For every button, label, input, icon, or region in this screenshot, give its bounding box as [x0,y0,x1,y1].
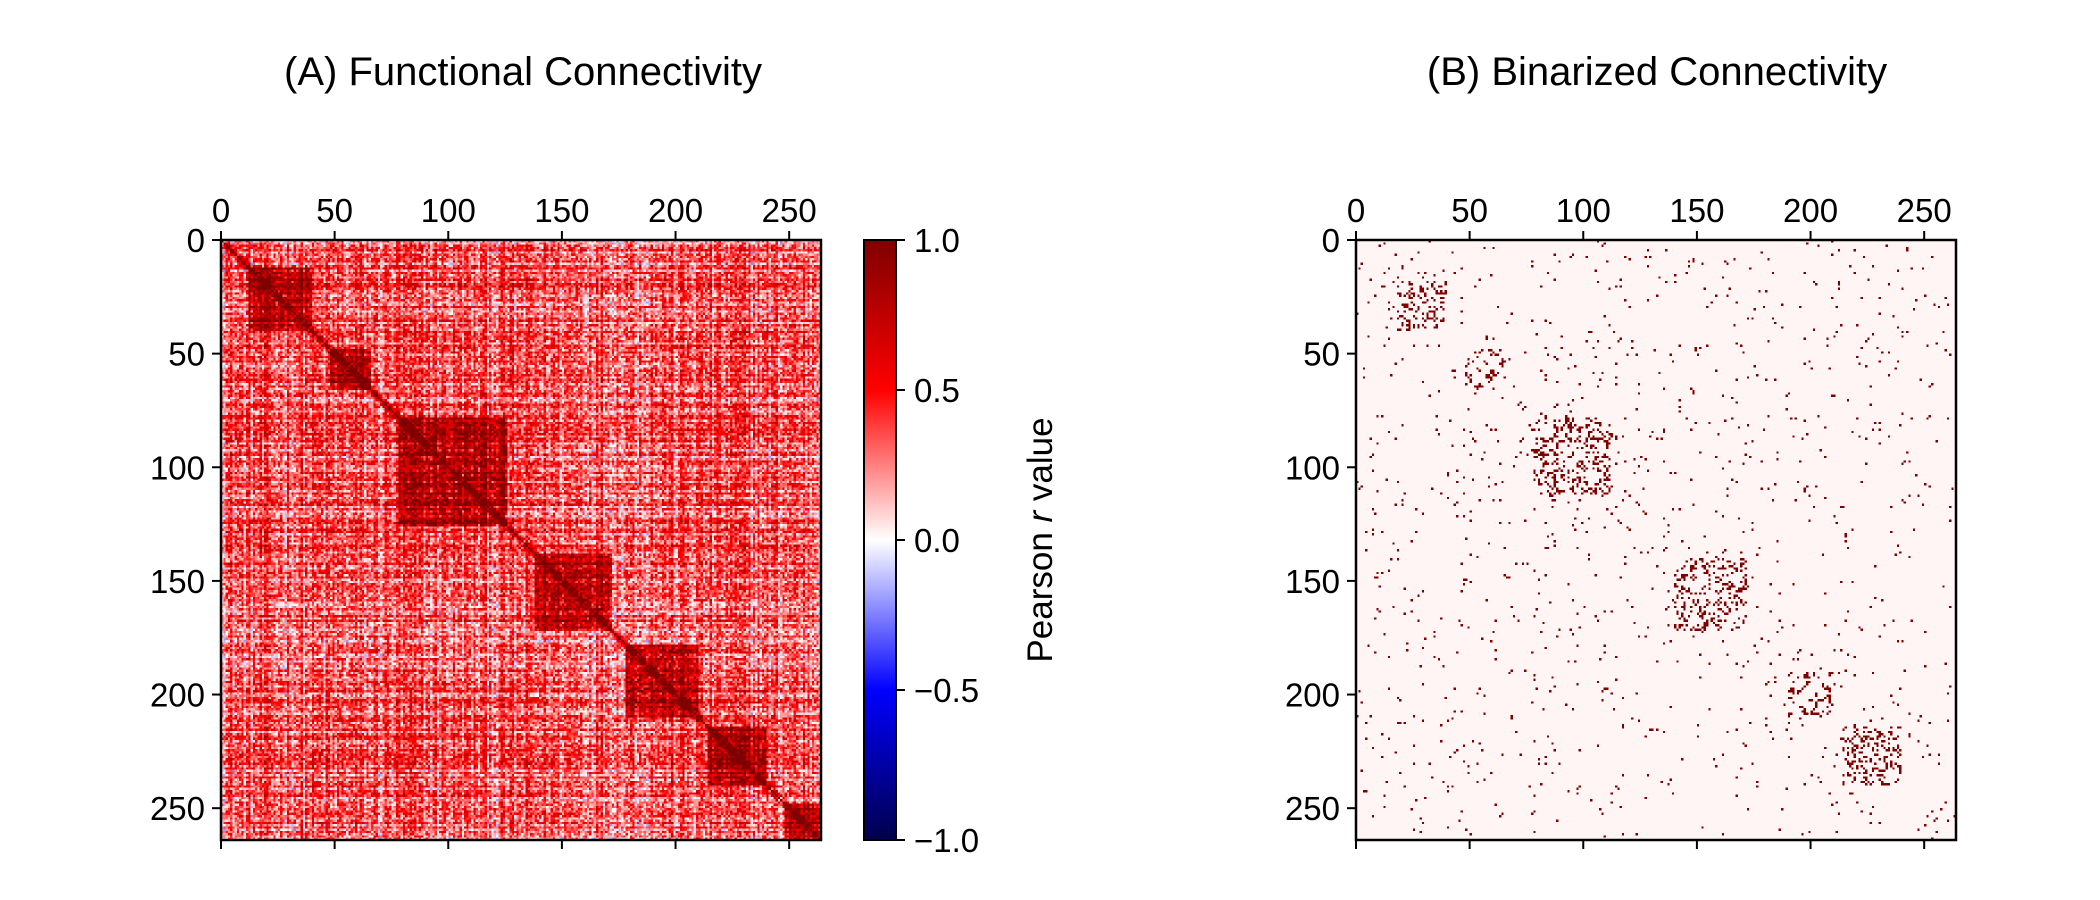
panel-a-y-tick-label: 100 [150,449,205,486]
panel-b-y-tick-label: 250 [1285,790,1340,827]
colorbar-tick-label: 1.0 [914,222,960,259]
panel-a-ticks: 0 50 100 150 200 250 0 50 100 150 200 250 [150,192,817,849]
panel-a-y-tick-label: 50 [168,336,205,373]
binarized-connectivity-image [1356,240,1956,840]
colorbar-tick-label: −1.0 [914,822,979,859]
panel-b-y-tick-label: 200 [1285,677,1340,714]
panel-b-x-tick-label: 200 [1783,192,1838,229]
panel-a-x-tick-label: 150 [534,192,589,229]
panel-a-y-tick-label: 150 [150,563,205,600]
panel-b-y-tick-label: 100 [1285,449,1340,486]
panel-b-title: (B) Binarized Connectivity [1427,50,1887,94]
colorbar-ticks: 1.0 0.5 0.0 −0.5 −1.0 [896,222,979,859]
panel-b-y-tick-label: 150 [1285,563,1340,600]
panel-b-x-tick-label: 150 [1669,192,1724,229]
panel-functional-connectivity: (A) Functional Connectivity 0 50 100 150 200… [150,50,1060,859]
panel-a-y-tick-label: 200 [150,677,205,714]
functional-connectivity-heatmap [221,240,821,840]
panel-binarized-connectivity: (B) Binarized Connectivity 0 50 100 150 200 2… [1285,50,1958,849]
panel-a-y-tick-label: 0 [187,222,205,259]
colorbar: 1.0 0.5 0.0 −0.5 −1.0 Pearson r value [863,222,1060,859]
colorbar-gradient [864,240,896,840]
panel-b-x-tick-label: 250 [1897,192,1952,229]
panel-a-x-tick-label: 0 [212,192,230,229]
colorbar-tick-label: 0.0 [914,522,960,559]
panel-b-x-tick-label: 0 [1347,192,1365,229]
panel-b-ticks: 0 50 100 150 200 250 0 50 100 150 200 250 [1285,192,1952,849]
panel-b-x-tick-label: 100 [1556,192,1611,229]
panel-b-y-tick-label: 0 [1322,222,1340,259]
panel-a-title: (A) Functional Connectivity [284,50,762,94]
functional-connectivity-image [221,240,821,840]
panel-a-x-tick-label: 200 [648,192,703,229]
panel-a-x-tick-label: 100 [421,192,476,229]
panel-a-y-tick-label: 250 [150,790,205,827]
colorbar-tick-label: −0.5 [914,672,979,709]
panel-a-x-tick-label: 50 [316,192,353,229]
panel-b-axes-frame [1354,238,1958,842]
binarized-connectivity-heatmap [1356,240,1956,840]
panel-b-x-tick-label: 50 [1451,192,1488,229]
panel-a-x-tick-label: 250 [762,192,817,229]
panel-a-axes-frame [219,238,823,842]
panel-b-y-tick-label: 50 [1303,336,1340,373]
colorbar-label: Pearson r value [1021,417,1060,662]
colorbar-tick-label: 0.5 [914,372,960,409]
